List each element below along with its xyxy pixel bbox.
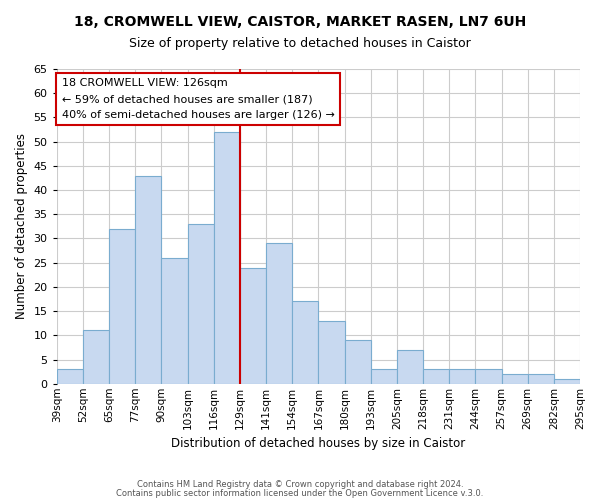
Bar [344, 340, 371, 384]
Bar [83, 330, 109, 384]
Bar [214, 132, 240, 384]
Bar [449, 369, 475, 384]
Bar [527, 374, 554, 384]
Bar [475, 369, 502, 384]
Bar [266, 244, 292, 384]
Bar [240, 268, 266, 384]
X-axis label: Distribution of detached houses by size in Caistor: Distribution of detached houses by size … [171, 437, 466, 450]
Bar [319, 321, 344, 384]
Text: Size of property relative to detached houses in Caistor: Size of property relative to detached ho… [129, 38, 471, 51]
Bar [423, 369, 449, 384]
Bar [397, 350, 423, 384]
Bar [371, 369, 397, 384]
Bar [57, 369, 83, 384]
Text: 18 CROMWELL VIEW: 126sqm
← 59% of detached houses are smaller (187)
40% of semi-: 18 CROMWELL VIEW: 126sqm ← 59% of detach… [62, 78, 335, 120]
Bar [161, 258, 188, 384]
Text: Contains HM Land Registry data © Crown copyright and database right 2024.: Contains HM Land Registry data © Crown c… [137, 480, 463, 489]
Text: Contains public sector information licensed under the Open Government Licence v.: Contains public sector information licen… [116, 488, 484, 498]
Bar [109, 229, 135, 384]
Text: 18, CROMWELL VIEW, CAISTOR, MARKET RASEN, LN7 6UH: 18, CROMWELL VIEW, CAISTOR, MARKET RASEN… [74, 15, 526, 29]
Bar [135, 176, 161, 384]
Bar [502, 374, 527, 384]
Bar [188, 224, 214, 384]
Bar [554, 379, 580, 384]
Y-axis label: Number of detached properties: Number of detached properties [15, 134, 28, 320]
Bar [292, 302, 319, 384]
